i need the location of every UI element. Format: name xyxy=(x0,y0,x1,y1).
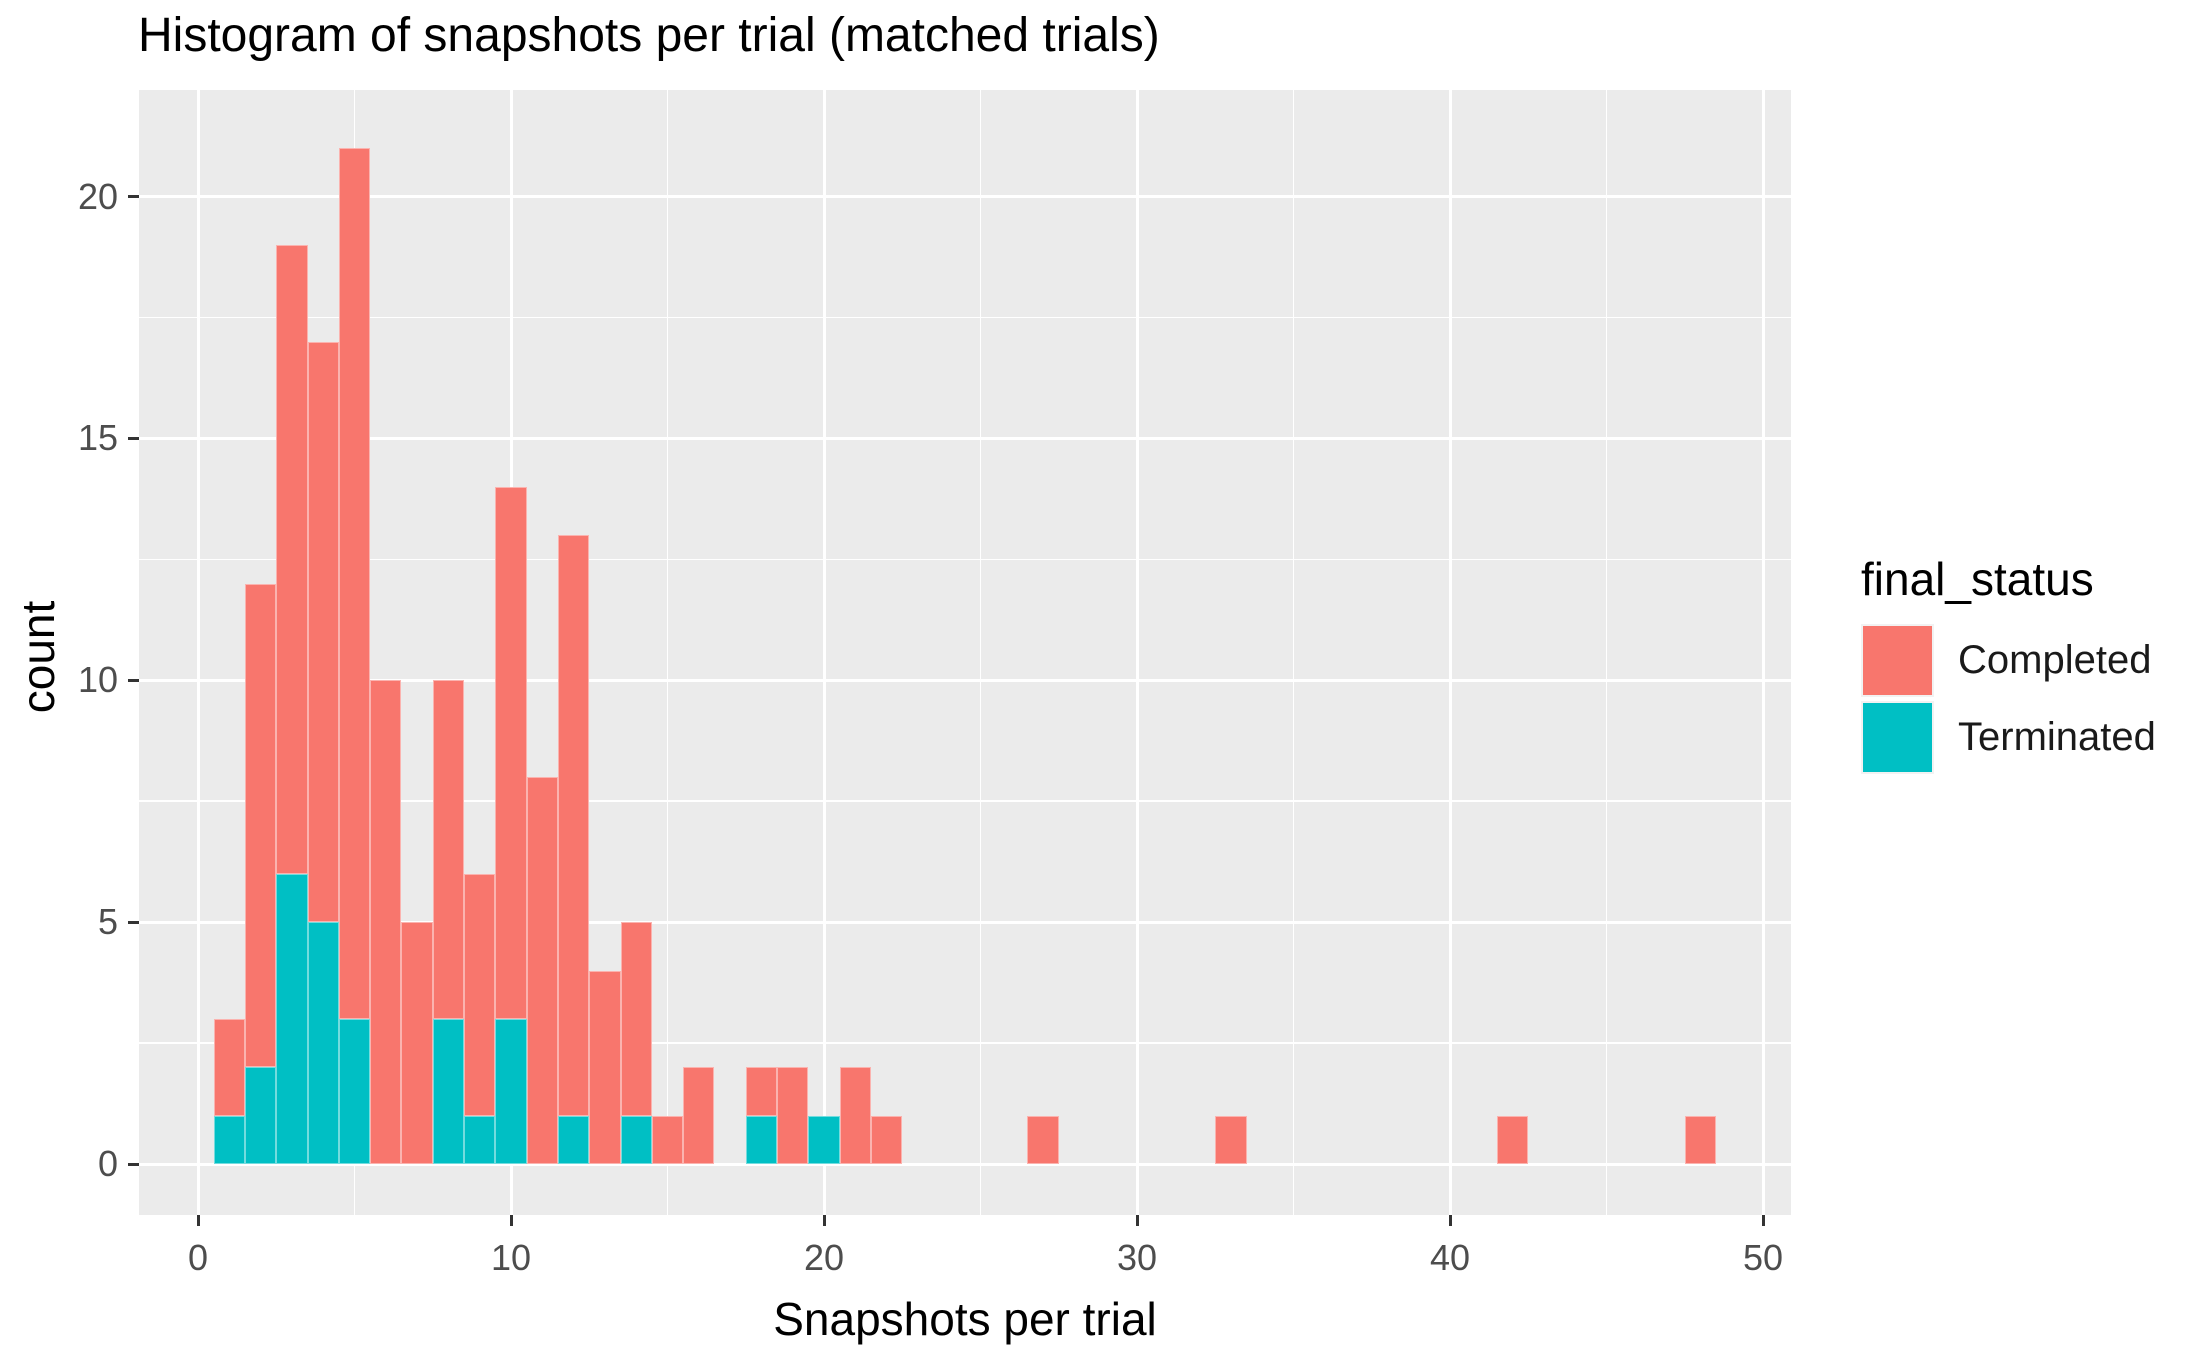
bar-completed-x18 xyxy=(745,1067,778,1116)
bar-completed-x27 xyxy=(1027,1115,1059,1164)
bar-completed-x21 xyxy=(839,1067,871,1164)
bar-completed-x1 xyxy=(213,1018,245,1116)
x-tick-label: 20 xyxy=(803,1237,845,1278)
bar-completed-x2 xyxy=(244,583,277,1068)
x-tick-label: 40 xyxy=(1429,1237,1471,1278)
bar-terminated-x18 xyxy=(745,1115,778,1164)
x-tick-label: 30 xyxy=(1116,1237,1158,1278)
x-tick-mark xyxy=(1448,1215,1452,1226)
bar-completed-x16 xyxy=(683,1067,715,1164)
legend-label-completed: Completed xyxy=(1958,638,2152,682)
y-major-gridline xyxy=(139,1162,1791,1166)
x-major-gridline xyxy=(822,90,826,1215)
x-minor-gridline xyxy=(979,90,982,1215)
legend-item-terminated: Terminated xyxy=(1861,701,2156,774)
y-tick-mark xyxy=(128,678,139,682)
y-tick-mark xyxy=(128,920,139,924)
bar-terminated-x2 xyxy=(244,1067,277,1164)
x-tick-label: 0 xyxy=(187,1237,209,1278)
x-major-gridline xyxy=(196,90,200,1215)
y-major-gridline xyxy=(139,436,1791,440)
x-major-gridline xyxy=(1761,90,1765,1215)
bar-terminated-x12 xyxy=(557,1115,590,1164)
x-tick-label: 50 xyxy=(1742,1237,1784,1278)
y-tick-label: 0 xyxy=(97,1143,118,1184)
bar-completed-x7 xyxy=(401,922,433,1164)
y-major-gridline xyxy=(139,678,1791,682)
bar-terminated-x10 xyxy=(495,1018,527,1164)
y-major-gridline xyxy=(139,920,1791,924)
x-minor-gridline xyxy=(666,90,669,1215)
y-minor-gridline xyxy=(139,558,1791,561)
legend-item-completed: Completed xyxy=(1861,624,2156,697)
bar-completed-x5 xyxy=(338,148,371,1019)
bar-completed-x22 xyxy=(870,1115,903,1164)
x-minor-gridline xyxy=(1292,90,1295,1215)
x-tick-mark xyxy=(1135,1215,1139,1226)
legend-title: final_status xyxy=(1861,553,2094,605)
y-major-gridline xyxy=(139,195,1791,198)
bar-completed-x8 xyxy=(432,680,465,1019)
bar-completed-x14 xyxy=(620,922,652,1116)
x-axis-title: Snapshots per trial xyxy=(773,1293,1157,1345)
x-tick-mark xyxy=(1761,1215,1765,1226)
y-minor-gridline xyxy=(139,1042,1791,1044)
bar-completed-x3 xyxy=(276,244,308,874)
bar-terminated-x9 xyxy=(464,1115,496,1164)
bar-terminated-x8 xyxy=(432,1018,465,1164)
x-major-gridline xyxy=(1135,90,1139,1215)
y-minor-gridline xyxy=(139,316,1791,319)
x-minor-gridline xyxy=(1605,90,1608,1215)
legend: final_status Completed Terminated xyxy=(1861,552,2156,778)
y-tick-label: 20 xyxy=(77,175,118,217)
y-tick-label: 10 xyxy=(77,659,118,701)
bar-completed-x13 xyxy=(589,970,621,1164)
bar-completed-x11 xyxy=(526,777,558,1164)
bar-terminated-x5 xyxy=(338,1018,371,1164)
legend-key-completed-swatch xyxy=(1861,624,1934,697)
plot-panel xyxy=(139,90,1791,1215)
x-tick-mark xyxy=(196,1215,200,1226)
legend-label-terminated: Terminated xyxy=(1958,715,2156,759)
chart-title: Histogram of snapshots per trial (matche… xyxy=(138,9,1160,62)
y-axis-title: count xyxy=(12,600,64,714)
bar-terminated-x14 xyxy=(620,1115,652,1164)
bar-terminated-x20 xyxy=(808,1115,840,1164)
bar-completed-x4 xyxy=(307,341,339,923)
bar-completed-x48 xyxy=(1684,1115,1717,1164)
y-tick-label: 15 xyxy=(77,417,118,459)
bar-completed-x10 xyxy=(495,486,527,1019)
bar-terminated-x4 xyxy=(307,922,339,1164)
bar-completed-x33 xyxy=(1215,1115,1247,1164)
bar-completed-x9 xyxy=(464,873,496,1116)
bar-completed-x15 xyxy=(651,1115,684,1164)
y-tick-mark xyxy=(128,195,139,198)
x-tick-label: 10 xyxy=(490,1237,532,1278)
y-tick-label: 5 xyxy=(97,901,118,943)
bar-completed-x6 xyxy=(370,680,402,1164)
x-tick-mark xyxy=(822,1215,826,1226)
legend-key-terminated-swatch xyxy=(1861,701,1934,774)
x-tick-mark xyxy=(509,1215,513,1226)
y-minor-gridline xyxy=(139,800,1791,802)
bar-completed-x19 xyxy=(777,1067,809,1164)
y-tick-mark xyxy=(128,1162,139,1166)
bar-completed-x42 xyxy=(1496,1115,1529,1164)
x-major-gridline xyxy=(1448,90,1452,1215)
bar-terminated-x1 xyxy=(213,1115,245,1164)
bar-terminated-x3 xyxy=(276,873,308,1164)
y-tick-mark xyxy=(128,436,139,440)
bar-completed-x12 xyxy=(557,535,590,1116)
